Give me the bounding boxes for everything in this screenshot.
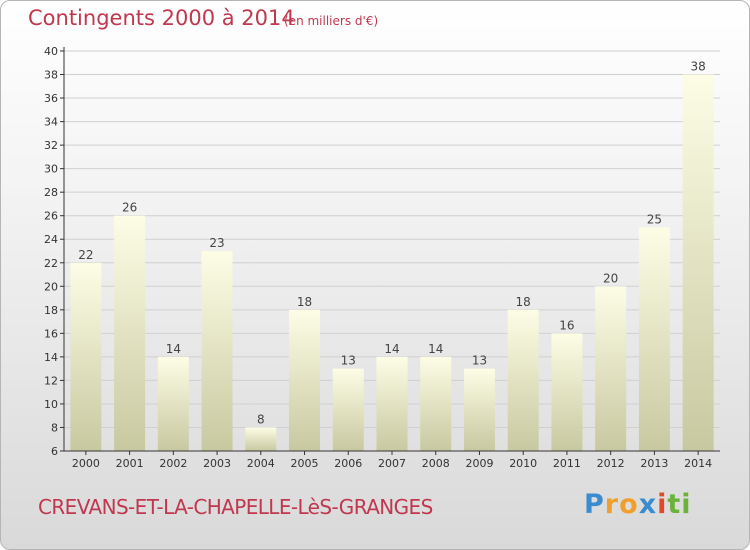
bars — [70, 74, 714, 451]
x-tick-label: 2009 — [465, 457, 493, 470]
y-tick-label: 32 — [44, 139, 58, 152]
data-label: 22 — [78, 248, 93, 262]
data-label: 38 — [690, 60, 705, 74]
x-tick-label: 2006 — [334, 457, 362, 470]
x-tick-label: 2000 — [72, 457, 100, 470]
bar — [463, 368, 495, 451]
data-label: 18 — [516, 295, 531, 309]
bar — [245, 427, 277, 451]
data-label: 23 — [209, 236, 224, 250]
bar — [201, 251, 233, 451]
chart-subtitle: (en milliers d'€) — [284, 14, 379, 28]
logo-letter: x — [638, 489, 658, 520]
y-tick-label: 16 — [44, 327, 58, 340]
x-tick-label: 2014 — [684, 457, 712, 470]
x-tick-label: 2002 — [159, 457, 187, 470]
bar — [70, 262, 102, 451]
x-tick-label: 2010 — [509, 457, 537, 470]
bar — [507, 309, 539, 451]
data-label: 14 — [428, 342, 443, 356]
y-tick-label: 40 — [44, 45, 58, 58]
data-label: 25 — [647, 212, 662, 226]
bar — [114, 215, 146, 451]
bar — [682, 74, 714, 451]
logo-letter: i — [681, 489, 692, 520]
bar — [551, 333, 583, 451]
y-tick-label: 30 — [44, 163, 58, 176]
y-tick-label: 22 — [44, 257, 58, 270]
x-tick-label: 2005 — [291, 457, 319, 470]
axes — [60, 47, 720, 455]
y-tick-label: 6 — [51, 445, 58, 458]
bar — [638, 227, 670, 451]
data-label: 13 — [341, 354, 356, 368]
logo-letter: i — [657, 489, 668, 520]
data-label: 13 — [472, 354, 487, 368]
x-tick-label: 2003 — [203, 457, 231, 470]
x-tick-label: 2011 — [553, 457, 581, 470]
logo-letter: r — [604, 489, 620, 520]
x-tick-label: 2007 — [378, 457, 406, 470]
bar — [289, 309, 321, 451]
data-label: 26 — [122, 201, 137, 215]
bar — [332, 368, 364, 451]
bar — [157, 356, 189, 451]
y-tick-label: 20 — [44, 280, 58, 293]
data-label: 8 — [257, 412, 265, 426]
y-tick-label: 24 — [44, 233, 58, 246]
y-tick-label: 10 — [44, 398, 58, 411]
data-label: 14 — [166, 342, 181, 356]
labels: 6 8 10 12 14 16 18 20 22 24 26 28 30 32 34 36 38 40 22 2000… — [44, 45, 712, 470]
y-tick-label: 14 — [44, 351, 58, 364]
bar — [595, 286, 627, 451]
x-tick-label: 2001 — [116, 457, 144, 470]
bar — [420, 356, 452, 451]
y-tick-label: 8 — [51, 421, 58, 434]
chart-title: Contingents 2000 à 2014 — [28, 6, 295, 30]
data-label: 16 — [559, 318, 574, 332]
proxiti-logo[interactable]: Proxiti — [584, 489, 692, 520]
y-tick-label: 28 — [44, 186, 58, 199]
x-tick-label: 2008 — [422, 457, 450, 470]
y-tick-label: 26 — [44, 210, 58, 223]
y-tick-label: 12 — [44, 374, 58, 387]
x-tick-label: 2013 — [640, 457, 668, 470]
data-label: 20 — [603, 271, 618, 285]
bar — [376, 356, 408, 451]
commune-name: CREVANS-ET-LA-CHAPELLE-LèS-GRANGES — [38, 495, 433, 519]
y-tick-label: 34 — [44, 116, 58, 129]
x-tick-label: 2004 — [247, 457, 275, 470]
y-tick-label: 18 — [44, 304, 58, 317]
y-tick-label: 38 — [44, 69, 58, 82]
logo-letter: P — [584, 489, 605, 520]
data-label: 18 — [297, 295, 312, 309]
x-tick-label: 2012 — [597, 457, 625, 470]
logo-letter: t — [667, 489, 682, 520]
logo-letter: o — [619, 489, 639, 520]
y-tick-label: 36 — [44, 92, 58, 105]
data-label: 14 — [384, 342, 399, 356]
